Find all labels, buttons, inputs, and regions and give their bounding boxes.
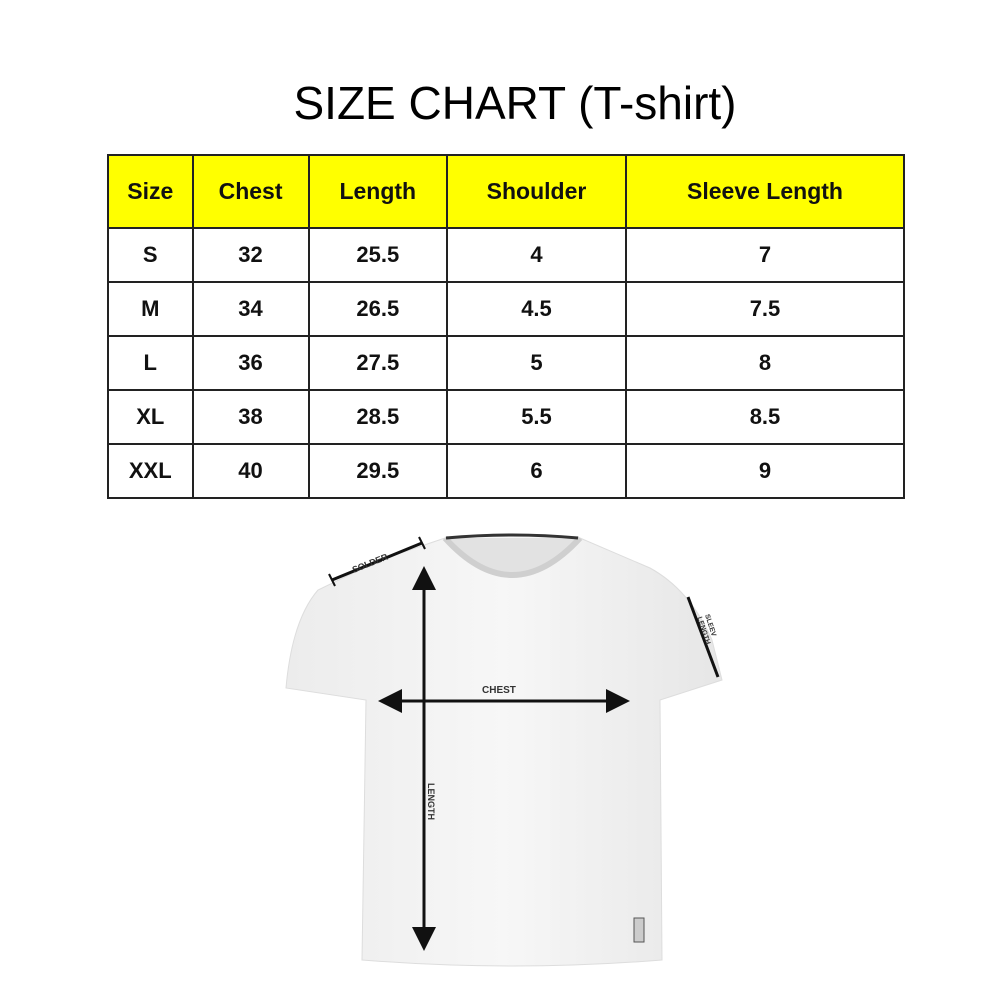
chest-label: CHEST (482, 685, 516, 696)
column-header: Shoulder (446, 154, 627, 229)
table-cell: 7 (624, 227, 906, 283)
table-cell: 6 (446, 443, 627, 499)
column-header: Size (107, 154, 194, 229)
table-cell: M (107, 281, 194, 337)
table-cell: 8 (624, 335, 906, 391)
length-label: LENGTH (426, 783, 436, 820)
table-cell: 34 (191, 281, 310, 337)
column-header: Sleeve Length (624, 154, 906, 229)
table-cell: S (107, 227, 194, 283)
tshirt-shape (285, 533, 723, 967)
table-cell: 25.5 (307, 227, 449, 283)
table-cell: 36 (191, 335, 310, 391)
table-cell: 4 (446, 227, 627, 283)
shoulder-measure-line (331, 541, 423, 582)
table-row: XL 38 28.5 5.5 8.5 (107, 389, 906, 445)
table-cell: XXL (107, 443, 194, 499)
table-cell: 4.5 (446, 281, 627, 337)
table-cell: 27.5 (307, 335, 449, 391)
table-cell: 5.5 (446, 389, 627, 445)
table-cell: 28.5 (307, 389, 449, 445)
table-cell: 26.5 (307, 281, 449, 337)
table-row: S 32 25.5 4 7 (107, 227, 906, 283)
table-cell: 9 (624, 443, 906, 499)
table-row: L 36 27.5 5 8 (107, 335, 906, 391)
table-cell: 8.5 (624, 389, 906, 445)
page-title: SIZE CHART (T-shirt) (293, 77, 737, 129)
column-header: Length (307, 154, 449, 229)
column-header: Chest (191, 154, 310, 229)
table-row: M 34 26.5 4.5 7.5 (107, 281, 906, 337)
table-cell: 5 (446, 335, 627, 391)
table-cell: 38 (191, 389, 310, 445)
table-header-row: Size Chest Length Shoulder Sleeve Length (107, 154, 906, 229)
table-cell: 7.5 (624, 281, 906, 337)
table-cell: 29.5 (307, 443, 449, 499)
table-cell: 32 (191, 227, 310, 283)
sleeve-measure-line (686, 596, 720, 678)
collar (442, 535, 583, 578)
table-cell: L (107, 335, 194, 391)
table-cell: XL (107, 389, 194, 445)
table-cell: 40 (191, 443, 310, 499)
brand-tag (633, 917, 645, 943)
table-row: XXL 40 29.5 6 9 (107, 443, 906, 499)
size-chart-table: Size Chest Length Shoulder Sleeve Length… (107, 154, 906, 499)
